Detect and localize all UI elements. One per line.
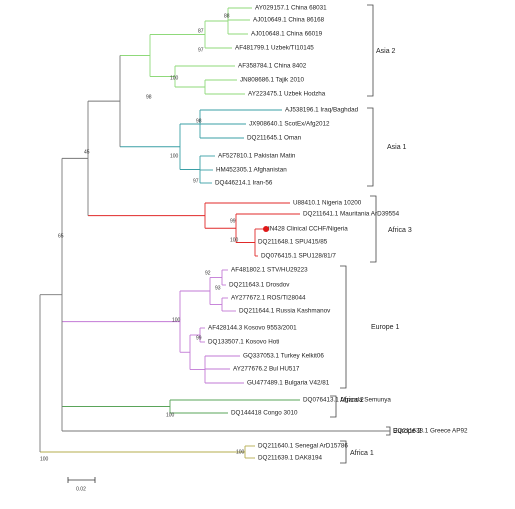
leaf-label: DQ211639.1 DAK8194	[258, 455, 322, 462]
leaf-label: AF481799.1 Uzbek/TI10145	[235, 45, 314, 52]
clade-label: Asia 1	[387, 144, 407, 151]
bootstrap-value: 92	[205, 270, 211, 276]
bracket	[340, 265, 347, 389]
clade-brackets	[330, 4, 391, 464]
bootstrap-value: 93	[215, 285, 221, 291]
leaf-label: JN808686.1 Tajik 2010	[240, 77, 304, 84]
clade-label: Europe 2	[393, 428, 422, 435]
clade-label: Europe 1	[371, 324, 400, 331]
bootstrap-value: 98	[196, 118, 202, 124]
leaf-label: HM452305.1 Afghanistan	[216, 167, 287, 174]
bootstrap-value: 99	[230, 218, 236, 224]
leaf-label: AF358784.1 China 8402	[238, 63, 307, 70]
leaf-label: AF428144.3 Kosovo 9553/2001	[208, 325, 297, 332]
leaf-label: DQ211645.1 Oman	[247, 135, 302, 142]
highlight-dot	[263, 226, 269, 232]
bootstrap-value: 100	[166, 412, 175, 418]
bootstrap-value: 87	[198, 28, 204, 34]
scale-label: 0.02	[76, 486, 86, 492]
bootstrap-value: 100	[170, 153, 179, 159]
leaf-label: AJ538196.1 Iraq/Baghdad	[285, 107, 359, 114]
bootstrap-value: 100	[40, 456, 49, 462]
bootstrap-value: 99	[196, 335, 202, 341]
bootstrap-value: 65	[58, 233, 64, 239]
bootstrap-value: 45	[84, 149, 90, 155]
leaf-label: DQ076413.1 Uganda Semunya	[303, 397, 391, 404]
clade-label: Africa 1	[350, 450, 374, 457]
bootstrap-value: 98	[146, 94, 152, 100]
leaf-label: DQ076415.1 SPU128/81/7	[261, 253, 336, 260]
leaf-label: AF527810.1 Pakistan Matin	[218, 153, 296, 160]
bootstrap-value: 100	[236, 449, 245, 455]
leaf-label: DQ211638.1 Greece AP92	[393, 428, 468, 435]
leaf-label: AY029157.1 China 68031	[255, 5, 327, 12]
leaf-label: DQ211648.1 SPU415/85	[258, 239, 328, 246]
leaf-label: DQ211644.1 Russia Kashmanov	[239, 308, 331, 315]
leaf-label: JX908640.1 ScotEx/Afg2012	[249, 121, 330, 128]
leaf-label: DQ211643.1 Drosdov	[229, 282, 290, 289]
bootstrap-value: 100	[170, 75, 179, 81]
bracket	[367, 107, 374, 187]
leaf-label: DQ133507.1 Kosovo Hoti	[208, 339, 279, 346]
clade-label: Asia 2	[376, 48, 396, 55]
bootstrap-value: 97	[198, 47, 204, 53]
bootstrap-value: 100	[230, 237, 239, 243]
leaf-label: DQ144418 Congo 3010	[231, 410, 298, 417]
leaf-label: IN428 Clinical CCHF/Nigeria	[268, 226, 348, 233]
bootstrap-value: 88	[224, 13, 230, 19]
leaf-label: GU477489.1 Bulgaria V42/81	[247, 380, 330, 387]
leaf-label: DQ446214.1 Iran-56	[215, 180, 273, 187]
leaf-label: AJ010648.1 China 66019	[251, 31, 323, 38]
leaf-label: DQ211640.1 Senegal ArD15786	[258, 443, 348, 450]
leaf-label: DQ211641.1 Mauritania ArD39554	[303, 211, 400, 218]
bracket	[370, 195, 377, 263]
clade-label: Africa 2	[340, 397, 364, 404]
leaf-label: U88410.1 Nigeria 10200	[293, 200, 362, 207]
bracket	[330, 395, 337, 418]
bracket	[367, 4, 374, 97]
bootstrap-value: 97	[193, 178, 199, 184]
bracket	[340, 440, 347, 464]
leaf-label: GQ337053.1 Turkey Kelkit06	[243, 353, 324, 360]
leaf-label: AF481802.1 STV/HU29223	[231, 267, 308, 274]
bootstrap-value: 100	[172, 317, 181, 323]
leaf-label: AJ010649.1 China 86168	[253, 17, 325, 24]
leaf-label: AY277676.2 Bul HU517	[233, 366, 300, 373]
leaf-label: AY277672.1 ROS/TI28044	[231, 295, 306, 302]
clade-label: Africa 3	[388, 227, 412, 234]
leaf-label: AY223475.1 Uzbek Hodzha	[248, 91, 326, 98]
